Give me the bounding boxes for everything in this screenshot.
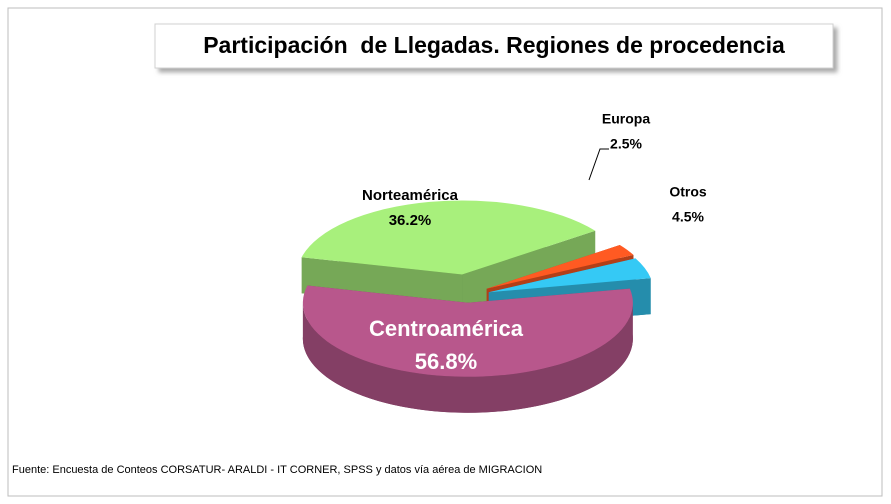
slice <box>488 258 651 293</box>
slice-name: Norteamérica <box>362 187 459 204</box>
slice <box>486 245 634 289</box>
slice <box>301 200 596 275</box>
pie <box>301 200 651 413</box>
slice-name: Otros <box>669 184 707 200</box>
source-note: Fuente: Encuesta de Conteos CORSATUR- AR… <box>12 464 543 476</box>
title-box <box>154 23 834 69</box>
slice-value-label: 2.5% <box>610 136 642 152</box>
slice-value-label: 36.2% <box>389 212 432 229</box>
slice-name: Centroamérica <box>369 316 524 341</box>
slice-name: Europa <box>602 111 650 127</box>
chart-title: Participación de Llegadas. Regiones de p… <box>203 32 785 58</box>
slice-value-label: 4.5% <box>672 209 704 225</box>
leader-line <box>588 148 609 181</box>
slice-value-label: 56.8% <box>415 349 477 374</box>
slice-side <box>302 302 633 413</box>
slice <box>302 285 633 377</box>
